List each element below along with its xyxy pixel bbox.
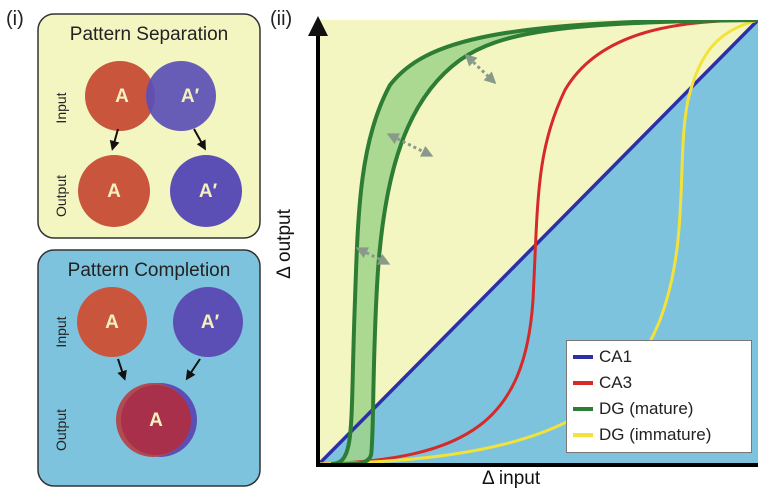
comp-arrow-left	[117, 358, 127, 381]
y-axis-label: Δ output	[273, 209, 295, 279]
comp-input-circle-a	[77, 287, 147, 357]
legend-swatch-dg-mature	[573, 407, 593, 411]
band-width-arrow-high	[464, 53, 497, 85]
sep-input-circle-a-prime	[146, 61, 216, 131]
pattern-separation-panel: Pattern Separation Input Output A A′ A A…	[37, 13, 261, 239]
comp-output-merged-text: A	[149, 410, 163, 431]
comp-arrow-right	[185, 358, 201, 381]
sep-arrow-right	[193, 128, 206, 151]
sep-output-circle-a-prime	[170, 155, 242, 227]
sep-arrow-left	[109, 128, 120, 151]
ca3-curve	[318, 20, 758, 465]
legend-item-ca1: CA1	[573, 344, 745, 370]
legend-label-dg-mature: DG (mature)	[599, 399, 694, 418]
dg-mature-curve-lower	[330, 20, 758, 465]
separation-title: Pattern Separation	[70, 24, 228, 45]
panel-label-ii: (ii)	[270, 8, 293, 30]
legend: CA1 CA3 DG (mature) DG (immature)	[566, 340, 752, 453]
sep-output-a-text: A	[107, 181, 121, 202]
comp-input-a-prime-text: A′	[201, 312, 220, 333]
completion-input-label: Input	[53, 316, 69, 347]
legend-item-dg-immature: DG (immature)	[573, 422, 745, 448]
legend-label-ca1: CA1	[599, 347, 633, 366]
completion-output-label: Output	[53, 409, 69, 451]
separation-input-label: Input	[53, 92, 69, 123]
band-width-arrow-mid	[386, 133, 434, 157]
legend-item-dg-mature: DG (mature)	[573, 396, 745, 422]
dg-immature-curve	[318, 20, 758, 465]
sep-input-a-text: A	[115, 86, 129, 107]
legend-item-ca3: CA3	[573, 370, 745, 396]
sep-output-circle-a	[78, 155, 150, 227]
pattern-completion-panel: Pattern Completion Input Output A A′ A	[37, 249, 261, 487]
sep-input-circle-a	[85, 61, 155, 131]
sep-input-a-prime-text: A′	[181, 86, 200, 107]
legend-swatch-dg-immature	[573, 433, 593, 437]
panel-label-i: (i)	[6, 8, 24, 30]
legend-label-ca3: CA3	[599, 373, 633, 392]
band-width-arrow-low	[355, 247, 391, 265]
x-axis-label: Δ input	[482, 468, 541, 489]
completion-title: Pattern Completion	[68, 260, 231, 281]
ca1-line	[318, 20, 758, 465]
legend-label-dg-immature: DG (immature)	[599, 425, 712, 444]
legend-swatch-ca3	[573, 381, 593, 385]
comp-input-a-text: A	[105, 312, 119, 333]
sep-output-a-prime-text: A′	[199, 181, 218, 202]
comp-input-circle-a-prime	[173, 287, 243, 357]
separation-output-label: Output	[53, 175, 69, 217]
dg-mature-curve-upper	[330, 20, 758, 465]
legend-swatch-ca1	[573, 355, 593, 359]
comp-output-merged	[121, 385, 191, 455]
